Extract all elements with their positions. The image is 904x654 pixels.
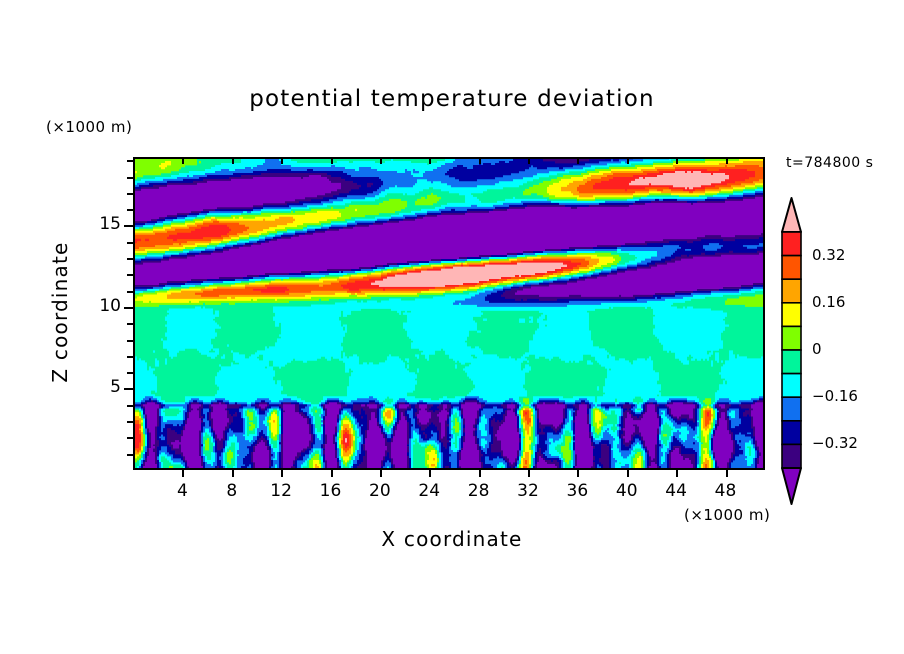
- x-axis-unit-label: (×1000 m): [684, 506, 771, 524]
- x-tick-mark-top: [429, 157, 432, 164]
- chart-title: potential temperature deviation: [249, 86, 655, 112]
- x-tick-mark-top: [725, 157, 728, 164]
- y-tick-mark: [127, 176, 133, 179]
- colorbar-tick-label: −0.16: [812, 387, 858, 406]
- y-axis-title: Z coordinate: [48, 241, 72, 383]
- x-tick-label: 40: [615, 481, 638, 501]
- time-annotation: t=784800 s: [786, 155, 874, 171]
- y-tick-mark: [127, 290, 133, 293]
- x-tick-mark-top: [330, 157, 333, 164]
- x-tick-label: 32: [517, 481, 539, 501]
- x-tick-label: 44: [665, 481, 687, 501]
- x-tick-mark-top: [676, 157, 679, 164]
- x-tick-mark: [725, 470, 728, 477]
- y-tick-mark: [127, 258, 133, 261]
- x-tick-mark: [379, 470, 382, 477]
- x-tick-label: 48: [714, 481, 737, 501]
- x-tick-mark-top: [577, 157, 580, 164]
- y-tick-mark: [127, 404, 133, 407]
- x-tick-label: 16: [319, 481, 342, 501]
- colorbar-tick-label: −0.32: [812, 434, 858, 453]
- y-tick-mark: [127, 323, 133, 326]
- x-tick-mark-top: [626, 157, 629, 164]
- y-tick-mark: [124, 306, 133, 309]
- y-tick-mark: [124, 225, 133, 228]
- x-tick-label: 4: [176, 481, 188, 501]
- x-tick-mark-top: [182, 157, 185, 164]
- y-tick-mark: [127, 241, 133, 244]
- x-tick-mark: [528, 470, 530, 477]
- x-tick-mark: [478, 470, 481, 477]
- x-axis-title: X coordinate: [381, 527, 523, 551]
- x-tick-mark: [676, 470, 679, 477]
- x-tick-mark-top: [281, 157, 284, 164]
- colorbar-tick-label: 0: [812, 340, 822, 358]
- y-tick-mark: [127, 160, 133, 163]
- y-tick-mark: [127, 355, 133, 358]
- y-tick-label: 15: [99, 214, 121, 235]
- y-tick-mark: [127, 192, 133, 195]
- colorbar-tick-label: 0.16: [812, 292, 846, 311]
- x-tick-mark: [577, 470, 580, 477]
- z-axis-unit-label: (×1000 m): [46, 118, 133, 136]
- x-tick-mark-top: [379, 157, 382, 164]
- contour-plot-area: [133, 157, 765, 470]
- y-tick-mark: [127, 209, 133, 212]
- contour-field: [133, 157, 765, 470]
- y-tick-mark: [127, 421, 133, 424]
- colorbar: [781, 197, 802, 505]
- x-tick-label: 12: [270, 481, 292, 501]
- y-tick-mark: [127, 372, 133, 375]
- y-tick-mark: [127, 437, 133, 440]
- x-tick-mark-top: [478, 157, 481, 164]
- y-tick-mark: [127, 339, 133, 342]
- x-tick-mark: [281, 470, 284, 477]
- x-tick-mark: [626, 470, 629, 477]
- x-tick-label: 28: [467, 481, 490, 501]
- x-tick-mark-top: [528, 157, 530, 164]
- x-tick-mark: [429, 470, 432, 477]
- x-tick-mark: [182, 470, 185, 477]
- y-tick-mark: [127, 274, 133, 277]
- y-tick-label: 10: [99, 295, 121, 316]
- y-tick-mark: [127, 453, 133, 456]
- y-tick-mark: [124, 388, 133, 391]
- x-tick-mark: [231, 470, 234, 477]
- x-tick-label: 24: [418, 481, 441, 501]
- x-tick-mark: [330, 470, 333, 477]
- colorbar-tick-label: 0.32: [812, 245, 846, 264]
- x-tick-label: 20: [369, 481, 391, 501]
- x-tick-mark-top: [231, 157, 234, 164]
- y-tick-label: 5: [110, 377, 121, 398]
- x-tick-label: 8: [226, 481, 238, 501]
- x-tick-label: 36: [566, 481, 589, 501]
